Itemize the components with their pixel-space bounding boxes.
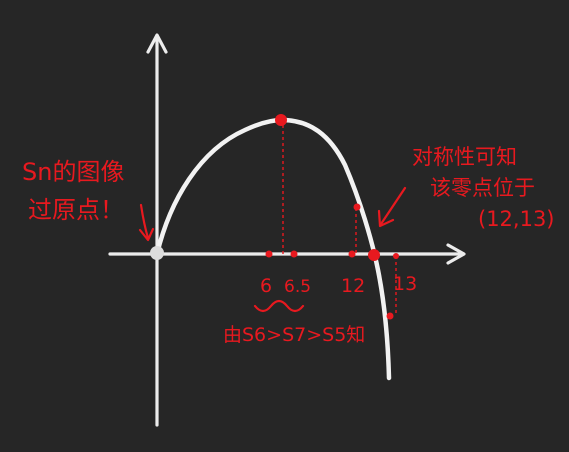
symmetry-arrowhead (377, 209, 395, 228)
symmetry-arrow-shaft (379, 186, 407, 226)
x-axis (108, 243, 466, 265)
origin-point (150, 246, 164, 260)
zero-point (368, 249, 380, 261)
tick-point-13 (393, 253, 399, 259)
origin-note-line1: Sn的图像 (22, 158, 124, 186)
curve-point-13 (386, 312, 394, 320)
symmetry-note-line1: 对称性可知 (412, 145, 517, 169)
x-axis-arrowhead (446, 243, 466, 265)
origin-arrowhead (138, 227, 155, 242)
origin-note-line2: 过原点！ (28, 196, 124, 224)
curve-point-12 (353, 203, 361, 211)
tick-label-12: 12 (341, 275, 365, 297)
tick-point-6-5 (290, 250, 298, 258)
wavy-underline (253, 299, 305, 313)
origin-arrow-shaft (139, 203, 150, 240)
y-axis (146, 33, 168, 427)
tick-label-6: 6 (260, 275, 272, 297)
tick-point-12 (348, 250, 356, 258)
y-axis-arrowhead (146, 33, 168, 54)
sn-curve (154, 117, 392, 381)
symmetry-note-line3: (12,13) (478, 207, 555, 231)
tick-label-13: 13 (393, 273, 417, 295)
symmetry-note-line2: 该零点位于 (430, 176, 535, 200)
tick-point-6 (265, 250, 273, 258)
bottom-note: 由S6>S7>S5知 (223, 324, 365, 346)
vertex-point (275, 114, 287, 126)
tick-label-6-5: 6.5 (284, 277, 311, 297)
